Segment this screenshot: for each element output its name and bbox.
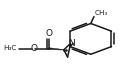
Text: CH₃: CH₃ (95, 10, 108, 16)
Text: O: O (30, 44, 38, 53)
Text: H₃C: H₃C (4, 45, 17, 51)
Text: O: O (45, 29, 52, 38)
Text: N: N (68, 39, 75, 48)
Polygon shape (49, 48, 64, 50)
